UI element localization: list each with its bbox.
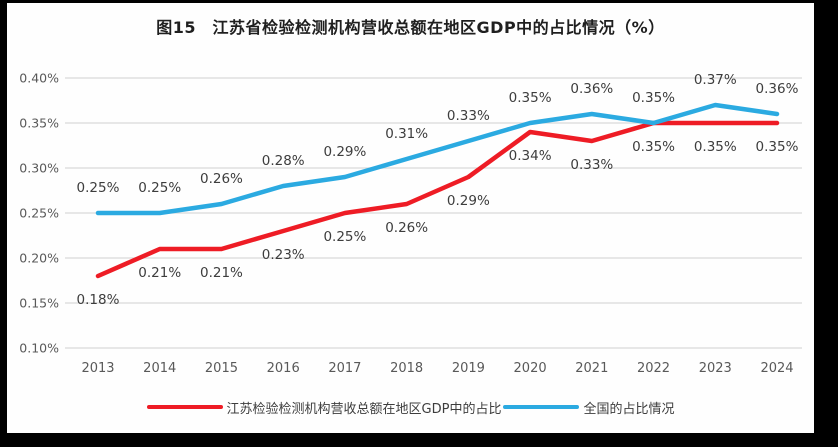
x-axis-tick-label: 2022 xyxy=(637,361,670,376)
x-axis-tick-label: 2024 xyxy=(760,361,793,376)
legend-label-national: 全国的占比情况 xyxy=(583,401,675,417)
data-label-1: 0.35% xyxy=(632,90,675,106)
x-axis-tick-label: 2019 xyxy=(452,361,485,376)
data-label-0: 0.26% xyxy=(385,220,428,236)
series-line-0 xyxy=(95,120,780,279)
legend-item-national: 全国的占比情况 xyxy=(503,398,674,417)
x-axis-tick-label: 2016 xyxy=(267,361,300,376)
x-axis-tick-label: 2014 xyxy=(143,361,176,376)
data-label-0: 0.29% xyxy=(447,193,490,209)
y-axis-tick-label: 0.15% xyxy=(19,296,59,311)
data-label-1: 0.36% xyxy=(756,81,799,97)
legend-label-jiangsu: 江苏检验检测机构营收总额在地区GDP中的占比 xyxy=(226,401,502,417)
chart-legend: 江苏检验检测机构营收总额在地区GDP中的占比 全国的占比情况 xyxy=(7,397,814,417)
chart-title: 图15 江苏省检验检测机构营收总额在地区GDP中的占比情况（%） xyxy=(156,18,665,37)
data-label-0: 0.35% xyxy=(694,139,737,155)
data-label-1: 0.26% xyxy=(200,171,243,187)
series-line-1 xyxy=(95,102,780,216)
data-label-1: 0.35% xyxy=(509,90,552,106)
data-label-0: 0.25% xyxy=(323,229,366,245)
x-axis-tick-label: 2021 xyxy=(575,361,608,376)
chart-canvas: 图15 江苏省检验检测机构营收总额在地区GDP中的占比情况（%） 0.10% 0.… xyxy=(7,3,814,433)
data-label-1: 0.25% xyxy=(77,180,120,196)
y-axis-tick-label: 0.20% xyxy=(19,251,59,266)
data-label-1: 0.31% xyxy=(385,126,428,142)
data-label-1: 0.29% xyxy=(323,144,366,160)
legend-item-jiangsu: 江苏检验检测机构营收总额在地区GDP中的占比 xyxy=(146,398,502,417)
data-label-0: 0.18% xyxy=(77,292,120,308)
data-label-1: 0.33% xyxy=(447,108,490,124)
data-label-0: 0.34% xyxy=(509,148,552,164)
data-label-1: 0.37% xyxy=(694,72,737,88)
x-axis-tick-label: 2018 xyxy=(390,361,423,376)
data-label-1: 0.36% xyxy=(570,81,613,97)
y-axis-tick-label: 0.35% xyxy=(19,116,59,131)
y-axis-tick-label: 0.25% xyxy=(19,206,59,221)
data-label-1: 0.28% xyxy=(262,153,305,169)
data-label-0: 0.21% xyxy=(138,265,181,281)
x-axis-tick-label: 2015 xyxy=(205,361,238,376)
legend-swatch-national-icon xyxy=(503,404,580,410)
data-label-0: 0.23% xyxy=(262,247,305,263)
data-label-0: 0.35% xyxy=(756,139,799,155)
line-chart-plot: 0.10% 0.15% 0.20% 0.25% 0.30% 0.35% 0.40% 2013 2… xyxy=(19,71,802,376)
data-label-1: 0.25% xyxy=(138,180,181,196)
data-label-0: 0.33% xyxy=(570,157,613,173)
x-axis-tick-label: 2013 xyxy=(81,361,114,376)
y-axis-tick-label: 0.40% xyxy=(19,71,59,86)
y-axis-tick-label: 0.30% xyxy=(19,161,59,176)
x-axis-tick-label: 2023 xyxy=(699,361,732,376)
legend-swatch-jiangsu-icon xyxy=(146,404,223,410)
y-axis-tick-label: 0.10% xyxy=(19,341,59,356)
data-label-0: 0.21% xyxy=(200,265,243,281)
x-axis-tick-label: 2017 xyxy=(328,361,361,376)
x-axis-tick-label: 2020 xyxy=(514,361,547,376)
data-label-0: 0.35% xyxy=(632,139,675,155)
